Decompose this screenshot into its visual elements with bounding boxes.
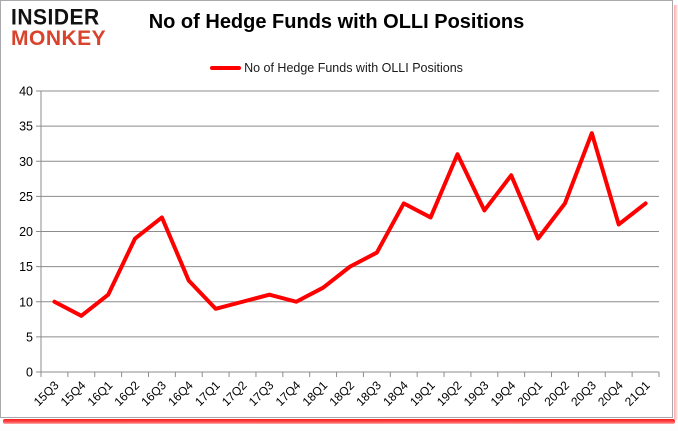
x-tick-label: 19Q4 [488,378,519,409]
logo-line-monkey: MONKEY [11,27,107,51]
y-tick-label: 5 [26,330,33,344]
x-tick-label: 15Q3 [31,378,62,409]
x-tick-label: 17Q4 [273,378,304,409]
logo-line-insider: INSIDER [11,5,100,30]
insider-monkey-logo: INSIDER MONKEY [11,5,107,51]
x-tick-label: 15Q4 [58,378,89,409]
chart-frame: INSIDER MONKEY No of Hedge Funds with OL… [0,0,673,418]
x-tick-label: 19Q1 [407,378,438,409]
x-tick-label: 17Q3 [246,378,277,409]
legend: No of Hedge Funds with OLLI Positions [1,61,672,75]
x-tick-label: 21Q1 [622,378,653,409]
red-shadow-right [674,5,678,420]
x-tick-label: 19Q2 [434,378,465,409]
x-tick-label: 16Q1 [85,378,116,409]
y-tick-label: 15 [19,260,33,274]
y-tick-label: 40 [19,85,33,99]
y-tick-label: 0 [26,366,33,380]
legend-label: No of Hedge Funds with OLLI Positions [244,61,463,75]
x-tick-label: 16Q4 [165,378,196,409]
x-tick-label: 18Q2 [326,378,357,409]
legend-line-swatch [210,66,242,70]
x-tick-label: 16Q2 [112,378,143,409]
x-tick-label: 18Q3 [353,378,384,409]
series-line [52,131,648,318]
x-tick-label: 20Q2 [541,378,572,409]
page-title: No of Hedge Funds with OLLI Positions [148,11,525,33]
x-tick-label: 18Q1 [300,378,331,409]
y-tick-label: 35 [19,120,33,134]
y-tick-label: 20 [19,225,33,239]
y-tick-label: 10 [19,295,33,309]
x-tick-label: 17Q2 [219,378,250,409]
y-tick-label: 30 [19,155,33,169]
line-chart: 0 5 10 15 20 25 30 35 40 15Q315Q416Q116Q216Q316Q4… [19,85,660,409]
y-tick-label: 25 [19,190,33,204]
x-tick-label: 16Q3 [138,378,169,409]
red-shadow-bottom [3,419,675,424]
x-tick-label: 20Q4 [595,378,626,409]
x-tick-label: 18Q4 [380,378,411,409]
x-tick-label: 19Q3 [461,378,492,409]
x-tick-label: 17Q1 [192,378,223,409]
x-tick-label: 20Q1 [515,378,546,409]
x-tick-label: 20Q3 [568,378,599,409]
